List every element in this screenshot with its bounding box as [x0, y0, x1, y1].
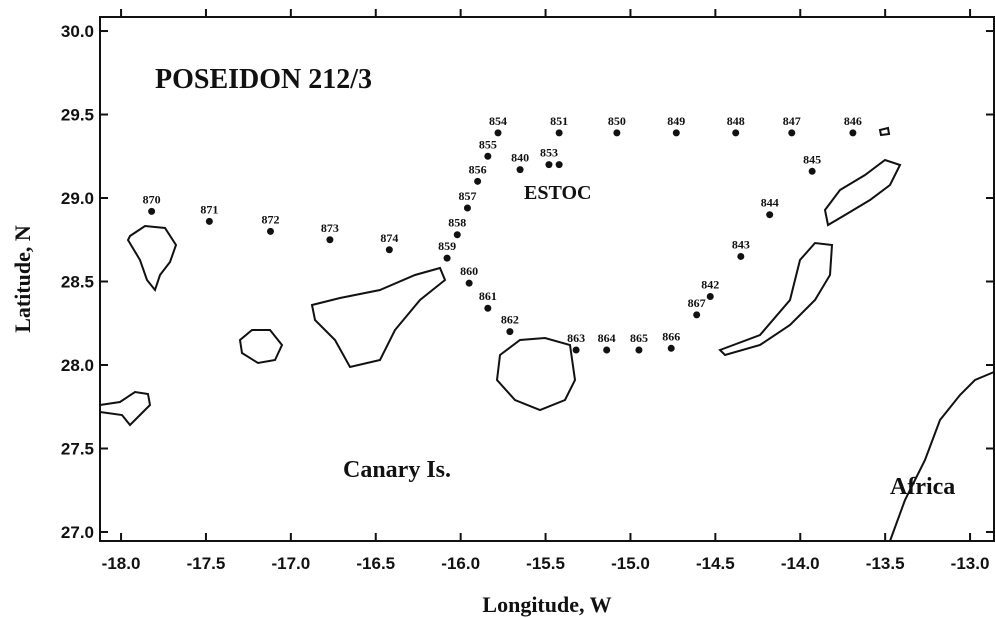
la-palma	[126, 224, 178, 293]
station	[506, 328, 514, 336]
station	[484, 304, 492, 312]
station	[474, 177, 482, 185]
station	[572, 346, 580, 354]
station-label: 840	[511, 151, 529, 165]
y-tick-label: 29.0	[61, 189, 94, 208]
coastlines	[99, 126, 995, 542]
station-label: 848	[727, 114, 745, 128]
region-label: Africa	[890, 474, 955, 500]
x-tick-label: -13.0	[951, 554, 990, 573]
station-label: 860	[460, 264, 478, 278]
x-tick-label: -14.5	[696, 554, 735, 573]
x-tick-label: -16.0	[441, 554, 480, 573]
el-hierro	[99, 390, 152, 427]
station-label: 874	[380, 231, 398, 245]
gran-canaria	[495, 336, 577, 412]
x-tick-label: -16.5	[356, 554, 395, 573]
station-label: 849	[667, 114, 685, 128]
station-label: 861	[479, 289, 497, 303]
station	[443, 254, 451, 262]
station-label: 847	[783, 114, 801, 128]
la-gomera	[238, 329, 284, 365]
x-tick-label: -14.0	[781, 554, 820, 573]
station-label: 866	[662, 329, 680, 343]
station	[737, 252, 745, 260]
station-label: 859	[438, 239, 456, 253]
y-tick-label: 27.5	[61, 439, 94, 458]
station	[266, 227, 274, 235]
x-axis-label: Longitude, W	[482, 592, 611, 617]
station-label: 846	[844, 114, 862, 128]
station	[849, 129, 857, 137]
station	[706, 293, 714, 301]
x-tick-label: -17.5	[187, 554, 226, 573]
station-label: 843	[732, 237, 750, 251]
station-label: 844	[761, 196, 779, 210]
station	[766, 211, 774, 219]
station	[545, 161, 553, 169]
y-tick-label: 29.5	[61, 106, 94, 125]
station-label: 842	[701, 278, 719, 292]
tenerife	[310, 266, 447, 369]
y-axis-label: Latitude, N	[10, 225, 35, 333]
station	[788, 129, 796, 137]
station	[453, 231, 461, 239]
station-label: 863	[567, 331, 585, 345]
y-tick-label: 27.0	[61, 523, 94, 542]
station-label: 858	[448, 216, 466, 230]
africa-coast	[889, 371, 995, 542]
station-label: 867	[688, 296, 706, 310]
station-label: 872	[261, 212, 279, 226]
station	[148, 207, 156, 215]
station	[555, 129, 563, 137]
x-tick-label: -13.5	[866, 554, 905, 573]
station-label: 865	[630, 331, 648, 345]
station	[516, 166, 524, 174]
x-tick-label: -15.5	[526, 554, 565, 573]
station	[667, 344, 675, 352]
station	[205, 217, 213, 225]
station	[326, 236, 334, 244]
station	[603, 346, 611, 354]
station-label: 870	[143, 192, 161, 206]
lanzarote	[823, 158, 902, 227]
station-label: 854	[489, 114, 507, 128]
plot-frame	[99, 16, 995, 542]
station-label: 871	[200, 202, 218, 216]
station	[385, 246, 393, 254]
station	[484, 152, 492, 160]
y-tick-label: 28.5	[61, 273, 94, 292]
station	[465, 279, 473, 287]
station-label: 873	[321, 221, 339, 235]
title: POSEIDON 212/3	[155, 64, 372, 95]
station	[635, 346, 643, 354]
x-tick-label: -17.0	[271, 554, 310, 573]
station-label: 864	[598, 331, 616, 345]
station	[808, 167, 816, 175]
region-label: Canary Is.	[343, 457, 451, 483]
station	[693, 311, 701, 319]
y-tick-label: 28.0	[61, 356, 94, 375]
fuerteventura	[718, 241, 834, 357]
station-label: 845	[803, 152, 821, 166]
station-label: 850	[608, 114, 626, 128]
station-label: 853	[540, 146, 558, 160]
station	[672, 129, 680, 137]
station	[463, 204, 471, 212]
station-label: 862	[501, 313, 519, 327]
station	[494, 129, 502, 137]
station-label: 851	[550, 114, 568, 128]
x-tick-label: -15.0	[611, 554, 650, 573]
station-label: 855	[479, 137, 497, 151]
station-label: 856	[469, 162, 487, 176]
y-tick-label: 30.0	[61, 22, 94, 41]
station	[613, 129, 621, 137]
x-tick-label: -18.0	[102, 554, 141, 573]
islet	[878, 126, 891, 137]
station	[555, 161, 563, 169]
station	[732, 129, 740, 137]
station-label: 857	[458, 189, 476, 203]
region-label: ESTOC	[524, 182, 591, 204]
